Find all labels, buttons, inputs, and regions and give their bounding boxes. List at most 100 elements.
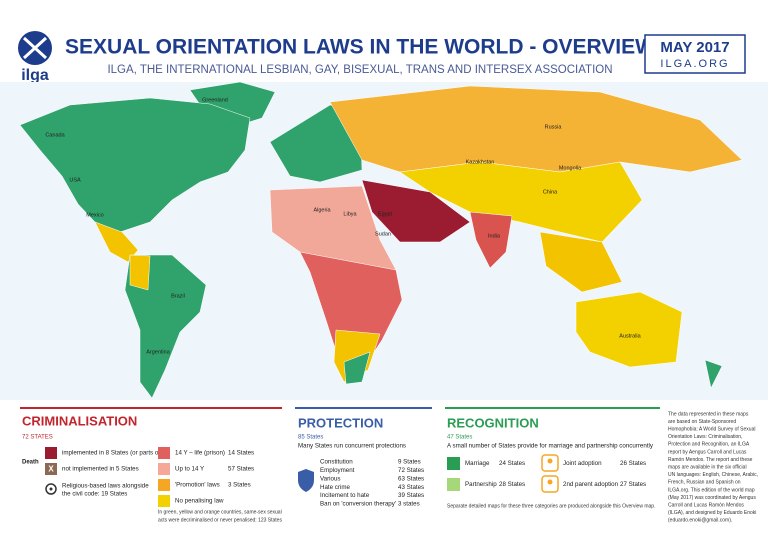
middle-east bbox=[361, 179, 471, 243]
note: acts were decriminalised or never penali… bbox=[158, 517, 282, 523]
legend-text: No penalising law bbox=[175, 498, 224, 505]
adoption-icon bbox=[547, 458, 553, 464]
protection-count: 3 states bbox=[398, 501, 420, 508]
map-label: Kazakhstan bbox=[466, 159, 495, 165]
south-asia bbox=[469, 211, 513, 269]
protection-count: 43 States bbox=[398, 484, 424, 491]
subtitle: ILGA, THE INTERNATIONAL LESBIAN, GAY, BI… bbox=[107, 64, 612, 76]
credits: The data represented in these maps are ba… bbox=[668, 411, 758, 523]
south-america-north bbox=[129, 254, 151, 291]
protection-label: Hate crime bbox=[320, 484, 350, 491]
recognition-label: Marriage bbox=[465, 460, 490, 467]
recognition-label: Partnership bbox=[465, 481, 497, 488]
map-label: Egypt bbox=[378, 211, 393, 217]
note: In green, yellow and orange countries, s… bbox=[158, 509, 282, 515]
new-zealand bbox=[704, 359, 723, 389]
protection-count: 72 States bbox=[398, 467, 424, 474]
section-count: 47 States bbox=[447, 435, 472, 441]
map-label: Russia bbox=[545, 124, 563, 130]
protection-label: Employment bbox=[320, 467, 355, 474]
protection-label: Constitution bbox=[320, 459, 353, 466]
credit-line: Protection and Recognition, an ILGA bbox=[668, 442, 750, 448]
credit-line: (May 2017) was coordinated by Aengus bbox=[668, 495, 756, 501]
map-label: USA bbox=[69, 177, 81, 183]
recognition-rows: Marriage 24 States Partnership 28 States Joi… bbox=[447, 454, 646, 493]
legend-text: implemented in 8 States (or parts of) bbox=[62, 450, 162, 457]
legend-text: the civil code: 19 States bbox=[62, 491, 127, 498]
criminalisation: CRIMINALISATION 72 STATES Death implemen… bbox=[22, 413, 282, 523]
protection-count: 63 States bbox=[398, 475, 424, 482]
credit-line: are based on State-Sponsored bbox=[668, 419, 736, 425]
credit-line: The data represented in these maps bbox=[668, 411, 749, 417]
map-labels: Greenland Canada USA Mexico Brazil Argentina R… bbox=[45, 97, 641, 355]
legend-swatch bbox=[447, 478, 460, 491]
legend-text: Religious-based laws alongside bbox=[62, 483, 149, 490]
legend-swatch bbox=[158, 447, 170, 459]
legend-text: 14 Y – life (prison) bbox=[175, 450, 225, 457]
section-title: PROTECTION bbox=[298, 415, 383, 430]
legend-swatch bbox=[158, 463, 170, 475]
legend-count: 14 States bbox=[228, 450, 254, 457]
credit-line: ILGA.org. This edition of the world map bbox=[668, 487, 755, 493]
protection-label: Various bbox=[320, 475, 341, 482]
credit-line: (eduardo.enoki@gmail.com). bbox=[668, 518, 732, 524]
section-title: CRIMINALISATION bbox=[22, 413, 137, 428]
legend-swatch bbox=[45, 447, 57, 459]
logo-text: ilga bbox=[21, 67, 49, 84]
recognition-count: 27 States bbox=[620, 481, 646, 488]
credit-line: Carroll and Lucas Ramón Mendos bbox=[668, 503, 744, 509]
section-count: 85 States bbox=[298, 435, 323, 441]
map-label: Sudan bbox=[375, 231, 391, 237]
credit-line: Orientation Laws: Criminalisation, bbox=[668, 434, 742, 440]
map-label: Libya bbox=[343, 211, 357, 217]
logo-mark bbox=[22, 36, 48, 60]
recognition-count: 24 States bbox=[499, 460, 525, 467]
death-label: Death bbox=[22, 460, 39, 466]
europe bbox=[269, 104, 363, 183]
header: ilga SEXUAL ORIENTATION LAWS IN THE WORL… bbox=[18, 31, 746, 84]
legend-swatch bbox=[447, 457, 460, 470]
date-box bbox=[644, 34, 746, 74]
australia bbox=[575, 291, 683, 368]
recognition-label: 2nd parent adoption bbox=[563, 481, 619, 488]
map-label: India bbox=[488, 233, 501, 239]
map-label: Australia bbox=[619, 333, 641, 339]
section-subtitle: Many States run concurrent protections bbox=[298, 443, 406, 450]
credit-line: (ILGA), and designed by Eduardo Enoki bbox=[668, 510, 756, 516]
recognition: RECOGNITION 47 States A small number of … bbox=[447, 415, 655, 509]
credit-line: Ramón Mendos. The report and these bbox=[668, 457, 753, 463]
legend-count: 3 States bbox=[228, 482, 251, 489]
section-subtitle: A small number of States provide for mar… bbox=[447, 443, 654, 450]
protection-label: Ban on 'conversion therapy' bbox=[320, 501, 396, 508]
map-label: Greenland bbox=[202, 97, 228, 103]
section-count: 72 STATES bbox=[22, 435, 53, 441]
legend-swatch bbox=[45, 463, 57, 475]
russia bbox=[329, 85, 743, 173]
credit-line: Homophobia: A World Survey of Sexual bbox=[668, 427, 755, 433]
map-label: Brazil bbox=[171, 293, 185, 299]
credit-line: report by Aengus Carroll and Lucas bbox=[668, 449, 747, 455]
legend-swatch bbox=[158, 495, 170, 507]
legend-text: not implemented in 5 States bbox=[62, 466, 139, 473]
protection-label: Incitement to hate bbox=[320, 492, 370, 499]
legend-swatch bbox=[158, 479, 170, 491]
adoption-icon bbox=[547, 479, 553, 485]
legend-count: 57 States bbox=[228, 466, 254, 473]
legend-text: 'Promotion' laws bbox=[175, 482, 220, 489]
credit-line: French, Russian and Spanish on bbox=[668, 480, 741, 486]
footnote: Separate detailed maps for these three c… bbox=[447, 503, 655, 509]
protection: PROTECTION 85 States Many States run con… bbox=[298, 415, 424, 508]
title: SEXUAL ORIENTATION LAWS IN THE WORLD - O… bbox=[65, 36, 655, 59]
map-label: Algeria bbox=[313, 207, 331, 213]
legend-text: Up to 14 Y bbox=[175, 466, 204, 473]
south-america bbox=[124, 254, 207, 399]
map-label: China bbox=[543, 189, 558, 195]
recognition-count: 26 States bbox=[620, 460, 646, 467]
shield-icon bbox=[298, 469, 314, 492]
site: ILGA.ORG bbox=[660, 58, 729, 70]
protection-rows: Constitution 9 States Employment 72 States V… bbox=[320, 459, 424, 508]
southeast-asia bbox=[539, 231, 623, 293]
credit-line: maps are available in the six official bbox=[668, 465, 747, 471]
recognition-label: Joint adoption bbox=[563, 460, 602, 467]
